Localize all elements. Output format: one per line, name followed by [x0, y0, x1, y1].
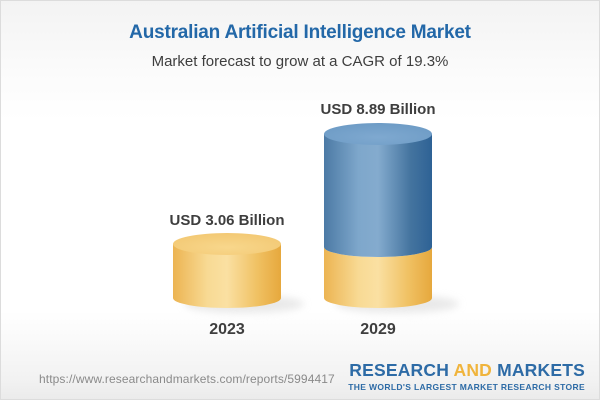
cylinder-2023	[173, 233, 281, 308]
logo-word-research: RESEARCH	[349, 360, 450, 380]
cylinder-2029-growth-segment	[324, 134, 432, 257]
report-url-link[interactable]: https://www.researchandmarkets.com/repor…	[39, 372, 335, 386]
cylinder-2029	[324, 123, 432, 308]
page-subtitle: Market forecast to grow at a CAGR of 19.…	[151, 53, 449, 70]
page-title: Australian Artificial Intelligence Marke…	[129, 22, 471, 43]
cylinder-2029-base-segment	[324, 247, 432, 308]
category-label-2023: 2023	[209, 321, 245, 338]
value-label-2029: USD 8.89 Billion	[320, 101, 435, 118]
value-label-2023: USD 3.06 Billion	[169, 212, 284, 229]
logo-word-and: AND	[453, 360, 492, 380]
logo-word-markets: MARKETS	[497, 360, 585, 380]
category-label-2029: 2029	[360, 321, 396, 338]
logo-tagline: THE WORLD'S LARGEST MARKET RESEARCH STOR…	[348, 381, 585, 392]
research-and-markets-logo: RESEARCH AND MARKETS THE WORLD'S LARGEST…	[348, 360, 585, 392]
chart-header: Australian Artificial Intelligence Marke…	[1, 22, 599, 70]
logo-wordmark: RESEARCH AND MARKETS	[348, 360, 585, 380]
